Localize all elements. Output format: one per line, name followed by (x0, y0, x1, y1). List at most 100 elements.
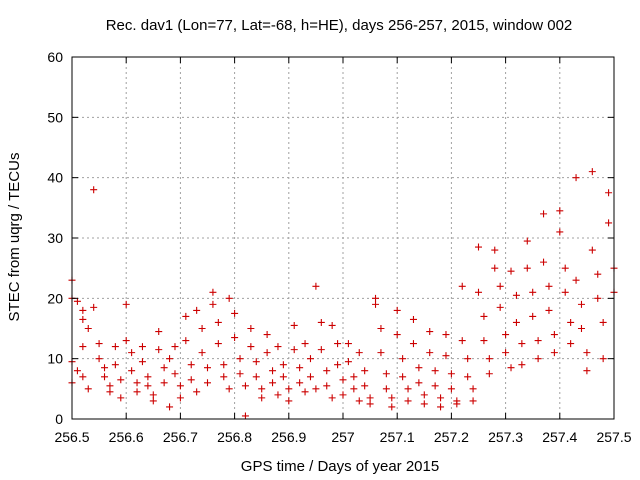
data-point (95, 340, 103, 348)
data-point (567, 318, 575, 326)
data-point (583, 349, 591, 357)
x-tick-label: 257.1 (380, 429, 415, 445)
data-point (344, 340, 352, 348)
data-point (193, 388, 201, 396)
data-point (198, 349, 206, 357)
data-point (388, 394, 396, 402)
data-point (480, 337, 488, 345)
data-point (79, 373, 87, 381)
data-point (447, 385, 455, 393)
data-point (117, 376, 125, 384)
y-tick-label: 60 (47, 49, 63, 65)
data-point (252, 373, 260, 381)
data-point (155, 328, 163, 336)
data-point (128, 367, 136, 375)
data-point (317, 346, 325, 354)
data-point (540, 210, 548, 218)
data-point (317, 318, 325, 326)
data-point (447, 370, 455, 378)
data-point (274, 343, 282, 351)
data-point (464, 355, 472, 363)
data-point (263, 349, 271, 357)
data-point (502, 331, 510, 339)
data-point (361, 367, 369, 375)
data-point (442, 352, 450, 360)
x-axis-ticks: 256.5 256.6 256.7 256.8 256.9 257 257.1 257.2 25… (54, 57, 632, 445)
data-point (290, 346, 298, 354)
data-point (90, 303, 98, 311)
data-point (296, 379, 304, 387)
data-point (220, 373, 228, 381)
data-point (274, 391, 282, 399)
data-point (599, 318, 607, 326)
data-point (209, 300, 217, 308)
data-point (214, 340, 222, 348)
data-point (588, 168, 596, 176)
x-tick-label: 256.8 (217, 429, 252, 445)
data-point (252, 358, 260, 366)
data-point (372, 294, 380, 302)
data-point (588, 246, 596, 254)
data-point (458, 337, 466, 345)
data-point (269, 379, 277, 387)
y-axis-ticks: 0 10 20 30 40 50 60 (47, 49, 614, 427)
data-point (182, 337, 190, 345)
data-point (475, 288, 482, 296)
data-point (306, 373, 314, 381)
data-point (117, 394, 125, 402)
data-point (545, 282, 553, 290)
data-point (285, 397, 293, 405)
data-point (187, 361, 195, 369)
data-point (171, 370, 179, 378)
data-point (122, 300, 130, 308)
data-point (328, 394, 336, 402)
x-tick-label: 256.7 (163, 429, 198, 445)
data-point (231, 334, 239, 342)
y-tick-label: 10 (47, 351, 63, 367)
data-point (193, 306, 201, 314)
y-tick-label: 40 (47, 170, 63, 186)
data-point (334, 340, 342, 348)
data-point (209, 288, 217, 296)
data-point (420, 400, 428, 408)
data-point (431, 367, 439, 375)
data-point (187, 376, 195, 384)
data-point (182, 312, 190, 320)
data-point (404, 385, 412, 393)
data-point (220, 361, 228, 369)
data-point (464, 373, 472, 381)
data-point (491, 246, 499, 254)
data-point (572, 174, 580, 182)
data-point (84, 385, 92, 393)
data-point (518, 340, 526, 348)
data-point (366, 394, 374, 402)
data-point (561, 264, 569, 272)
data-point (290, 321, 298, 329)
x-tick-label: 257.5 (596, 429, 631, 445)
data-point (301, 388, 309, 396)
data-point (523, 264, 531, 272)
data-point (377, 325, 385, 332)
data-point (204, 379, 211, 387)
data-point (556, 207, 564, 215)
data-point (204, 364, 211, 372)
data-point (583, 367, 591, 375)
data-point (529, 288, 537, 296)
data-point (301, 340, 309, 348)
data-point (323, 382, 331, 390)
data-point (160, 364, 168, 372)
x-tick-label: 257.3 (488, 429, 523, 445)
data-point (453, 400, 461, 408)
x-tick-label: 256.6 (109, 429, 144, 445)
data-point (128, 349, 136, 357)
data-point (382, 370, 390, 378)
data-points (68, 168, 618, 420)
data-point (160, 379, 168, 387)
data-point (122, 337, 130, 345)
data-point (393, 306, 401, 314)
data-point (355, 397, 363, 405)
data-point (79, 343, 87, 351)
data-point (366, 400, 374, 408)
